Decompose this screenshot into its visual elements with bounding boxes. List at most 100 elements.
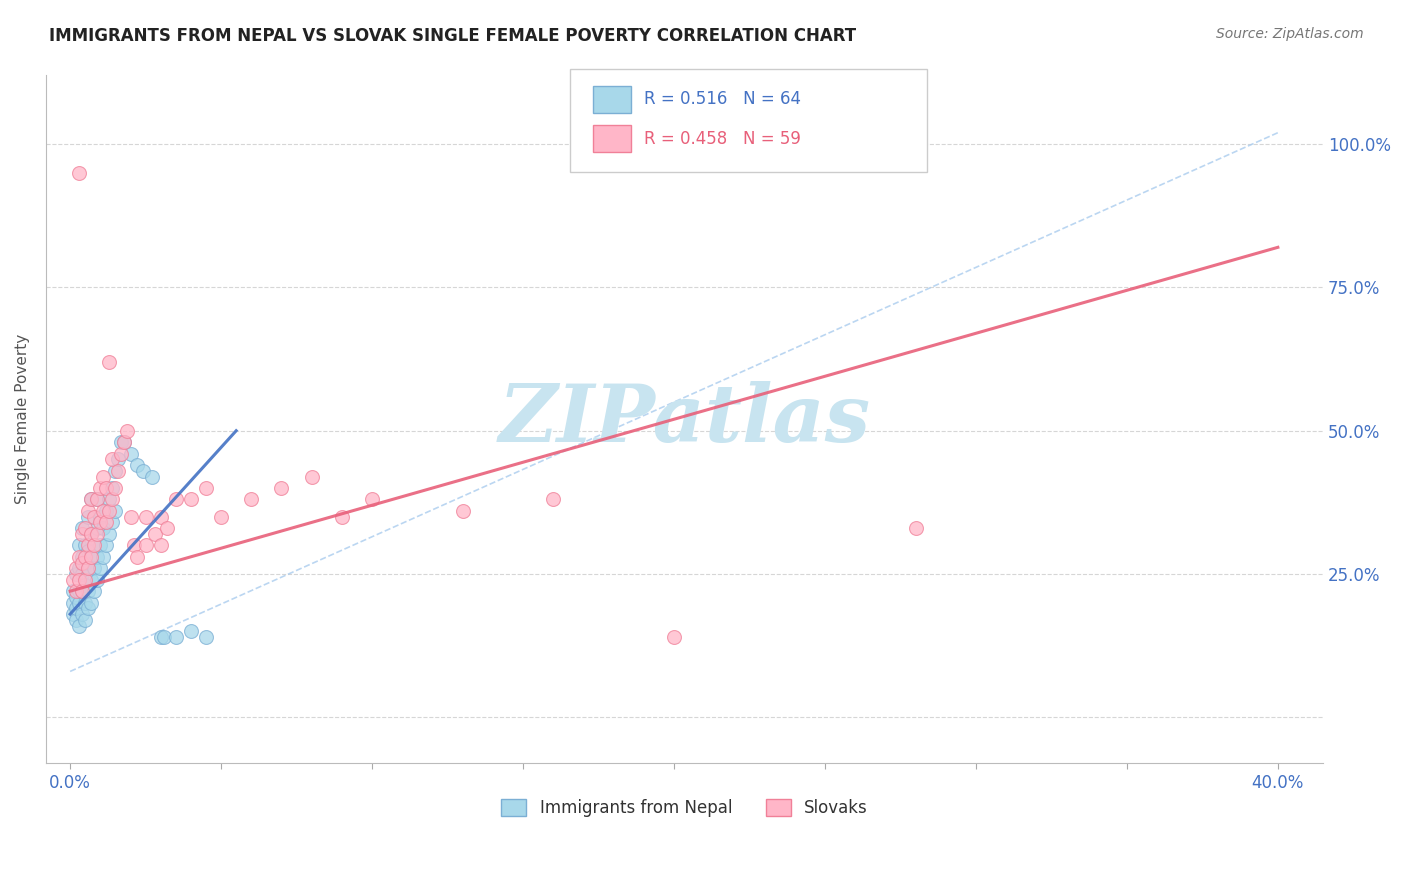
FancyBboxPatch shape bbox=[592, 86, 631, 113]
Point bbox=[80, 492, 103, 507]
Point bbox=[70, 607, 93, 621]
Point bbox=[165, 630, 187, 644]
Point bbox=[330, 509, 353, 524]
Point bbox=[125, 458, 148, 472]
Point bbox=[77, 601, 100, 615]
Point bbox=[77, 509, 100, 524]
Point bbox=[75, 578, 97, 592]
Point bbox=[67, 166, 90, 180]
Point bbox=[83, 584, 105, 599]
Point bbox=[75, 556, 97, 570]
Point bbox=[89, 516, 111, 530]
Point bbox=[125, 549, 148, 564]
Point bbox=[67, 561, 90, 575]
Legend: Immigrants from Nepal, Slovaks: Immigrants from Nepal, Slovaks bbox=[495, 792, 875, 823]
Point bbox=[107, 452, 129, 467]
Point bbox=[361, 492, 384, 507]
Point bbox=[86, 573, 108, 587]
Point bbox=[114, 435, 136, 450]
Point bbox=[91, 504, 114, 518]
Point bbox=[80, 527, 103, 541]
Point bbox=[98, 527, 121, 541]
Point bbox=[91, 521, 114, 535]
Point bbox=[91, 469, 114, 483]
Point bbox=[98, 355, 121, 369]
Point bbox=[62, 573, 84, 587]
Point bbox=[149, 538, 172, 552]
Point bbox=[180, 492, 202, 507]
Point bbox=[101, 516, 124, 530]
FancyBboxPatch shape bbox=[592, 125, 631, 153]
Point bbox=[75, 549, 97, 564]
Point bbox=[98, 492, 121, 507]
Point bbox=[86, 492, 108, 507]
Text: R = 0.516   N = 64: R = 0.516 N = 64 bbox=[644, 90, 800, 109]
Point bbox=[141, 469, 163, 483]
Point bbox=[96, 516, 118, 530]
Point bbox=[83, 509, 105, 524]
Point bbox=[77, 561, 100, 575]
Point bbox=[65, 561, 87, 575]
Point bbox=[80, 549, 103, 564]
Point bbox=[89, 481, 111, 495]
Point bbox=[541, 492, 564, 507]
Point bbox=[83, 538, 105, 552]
Text: IMMIGRANTS FROM NEPAL VS SLOVAK SINGLE FEMALE POVERTY CORRELATION CHART: IMMIGRANTS FROM NEPAL VS SLOVAK SINGLE F… bbox=[49, 27, 856, 45]
Point bbox=[96, 538, 118, 552]
Point bbox=[110, 447, 132, 461]
Point bbox=[70, 566, 93, 581]
Point bbox=[70, 584, 93, 599]
Point bbox=[149, 630, 172, 644]
Point bbox=[67, 584, 90, 599]
Point bbox=[86, 521, 108, 535]
Point bbox=[117, 424, 139, 438]
Point bbox=[70, 584, 93, 599]
Point bbox=[70, 549, 93, 564]
Point bbox=[65, 613, 87, 627]
Point bbox=[70, 521, 93, 535]
Point bbox=[70, 527, 93, 541]
Point bbox=[209, 509, 232, 524]
Point bbox=[70, 556, 93, 570]
Point bbox=[662, 630, 685, 644]
Point bbox=[65, 566, 87, 581]
Point bbox=[195, 630, 218, 644]
Point bbox=[110, 435, 132, 450]
Point bbox=[96, 504, 118, 518]
Point bbox=[67, 549, 90, 564]
Point bbox=[270, 481, 292, 495]
Point bbox=[75, 521, 97, 535]
FancyBboxPatch shape bbox=[569, 69, 927, 171]
Point bbox=[83, 538, 105, 552]
Point bbox=[75, 613, 97, 627]
Point bbox=[120, 447, 142, 461]
Point bbox=[301, 469, 323, 483]
Point bbox=[91, 549, 114, 564]
Point bbox=[195, 481, 218, 495]
Point bbox=[89, 561, 111, 575]
Point bbox=[96, 481, 118, 495]
Point bbox=[114, 435, 136, 450]
Point bbox=[65, 590, 87, 604]
Point bbox=[86, 492, 108, 507]
Point bbox=[80, 549, 103, 564]
Point bbox=[135, 538, 157, 552]
Point bbox=[165, 492, 187, 507]
Point bbox=[80, 492, 103, 507]
Point bbox=[156, 521, 179, 535]
Point bbox=[104, 481, 127, 495]
Point bbox=[101, 452, 124, 467]
Point bbox=[80, 527, 103, 541]
Point bbox=[122, 538, 145, 552]
Point bbox=[77, 561, 100, 575]
Point bbox=[62, 596, 84, 610]
Point bbox=[104, 504, 127, 518]
Y-axis label: Single Female Poverty: Single Female Poverty bbox=[15, 334, 30, 504]
Point bbox=[104, 464, 127, 478]
Point bbox=[107, 464, 129, 478]
Point bbox=[62, 607, 84, 621]
Point bbox=[77, 584, 100, 599]
Point bbox=[83, 561, 105, 575]
Point bbox=[67, 618, 90, 632]
Point bbox=[67, 573, 90, 587]
